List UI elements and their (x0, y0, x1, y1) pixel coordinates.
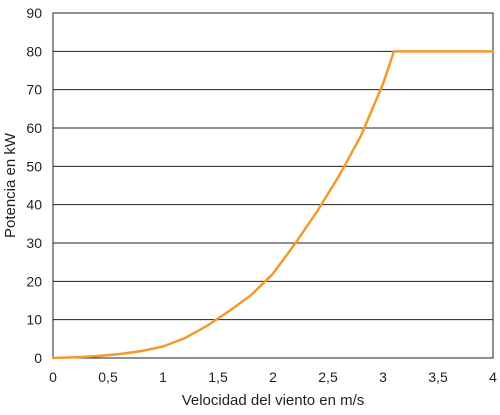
y-tick-label: 80 (26, 43, 42, 59)
y-tick-label: 50 (26, 158, 42, 174)
y-axis-title: Potencia en kW (2, 132, 19, 238)
y-tick-label: 30 (26, 235, 42, 251)
x-tick-label: 3,5 (428, 369, 448, 385)
x-tick-label: 1 (159, 369, 167, 385)
plot-frame (52, 12, 494, 359)
x-tick-label: 4 (489, 369, 497, 385)
x-tick-label: 2 (269, 369, 277, 385)
y-tick-label: 90 (26, 5, 42, 21)
grid-lines (53, 50, 493, 321)
x-tick-label: 0 (49, 369, 57, 385)
y-tick-label: 20 (26, 273, 42, 289)
y-tick-label: 10 (26, 312, 42, 328)
x-tick-label: 1,5 (208, 369, 228, 385)
x-tick-label: 3 (379, 369, 387, 385)
x-tick-label: 0,5 (98, 369, 118, 385)
y-tick-label: 60 (26, 120, 42, 136)
y-tick-label: 0 (34, 350, 42, 366)
x-tick-label: 2,5 (318, 369, 338, 385)
x-tick-labels: 0 0,5 1 1,5 2 2,5 3 3,5 4 (49, 369, 497, 385)
y-tick-label: 40 (26, 197, 42, 213)
x-axis-title: Velocidad del viento en m/s (182, 392, 365, 409)
y-tick-labels: 0 10 20 30 40 50 60 70 80 90 (26, 5, 42, 366)
y-tick-label: 70 (26, 82, 42, 98)
power-curve-line (51, 50, 495, 360)
